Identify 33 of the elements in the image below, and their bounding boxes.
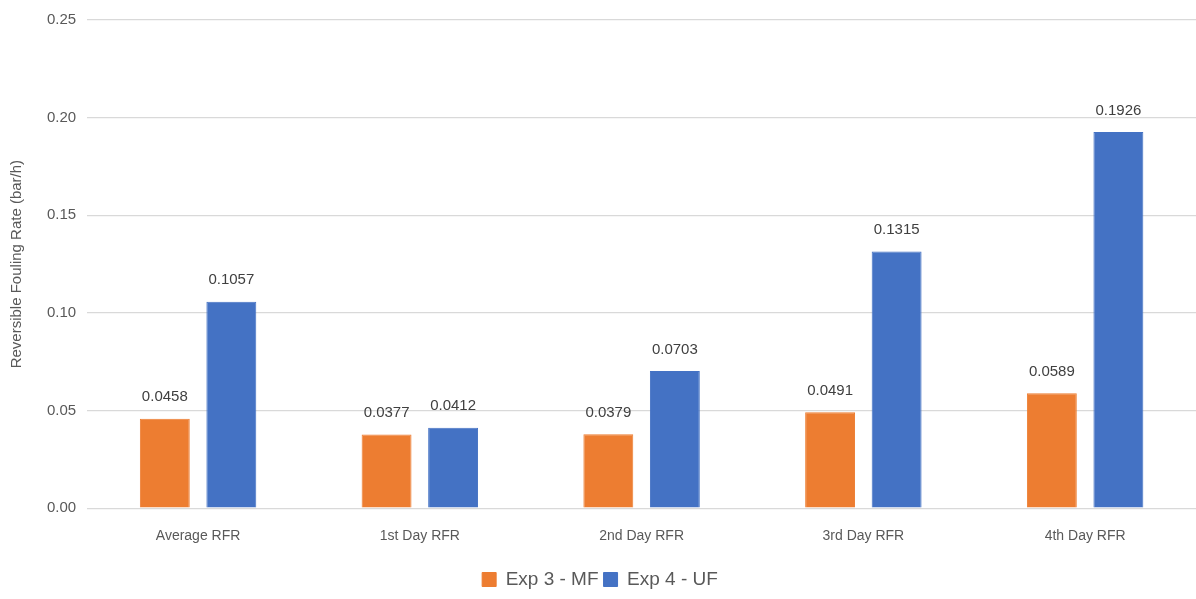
bar: [871, 251, 922, 508]
bar: [1026, 393, 1077, 508]
y-tick-label: 0.25: [46, 10, 77, 28]
bar: [583, 434, 634, 508]
x-tick-label: 3rd Day RFR: [822, 527, 905, 544]
data-label: 0.1315: [873, 220, 920, 238]
y-axis-title: Reversible Fouling Rate (bar/h): [7, 159, 25, 369]
bar: [428, 427, 479, 508]
bar: [805, 412, 856, 508]
bar: [1093, 132, 1144, 508]
x-tick-label: Average RFR: [155, 527, 241, 544]
data-label: 0.0379: [585, 402, 632, 420]
data-label: 0.0377: [363, 403, 410, 421]
legend-label: Exp 3 - MF: [505, 567, 599, 589]
bar: [649, 370, 700, 508]
data-label: 0.0412: [430, 396, 477, 414]
data-label: 0.1057: [208, 270, 255, 288]
y-tick-label: 0.20: [46, 107, 77, 125]
bar: [139, 418, 190, 508]
y-tick-label: 0.00: [46, 498, 77, 516]
data-label: 0.0589: [1028, 361, 1075, 379]
x-tick-label: 4th Day RFR: [1044, 527, 1126, 544]
legend-label: Exp 4 - UF: [627, 567, 718, 589]
y-tick-label: 0.15: [46, 205, 77, 223]
data-label: 0.0703: [651, 339, 698, 357]
y-tick-label: 0.05: [46, 400, 77, 418]
bar: [361, 434, 412, 508]
x-tick-label: 1st Day RFR: [379, 527, 460, 544]
y-tick-label: 0.10: [46, 303, 77, 321]
data-label: 0.0458: [141, 387, 188, 405]
data-label: 0.1926: [1095, 100, 1142, 118]
data-label: 0.0491: [807, 380, 854, 398]
x-tick-label: 2nd Day RFR: [599, 527, 684, 544]
